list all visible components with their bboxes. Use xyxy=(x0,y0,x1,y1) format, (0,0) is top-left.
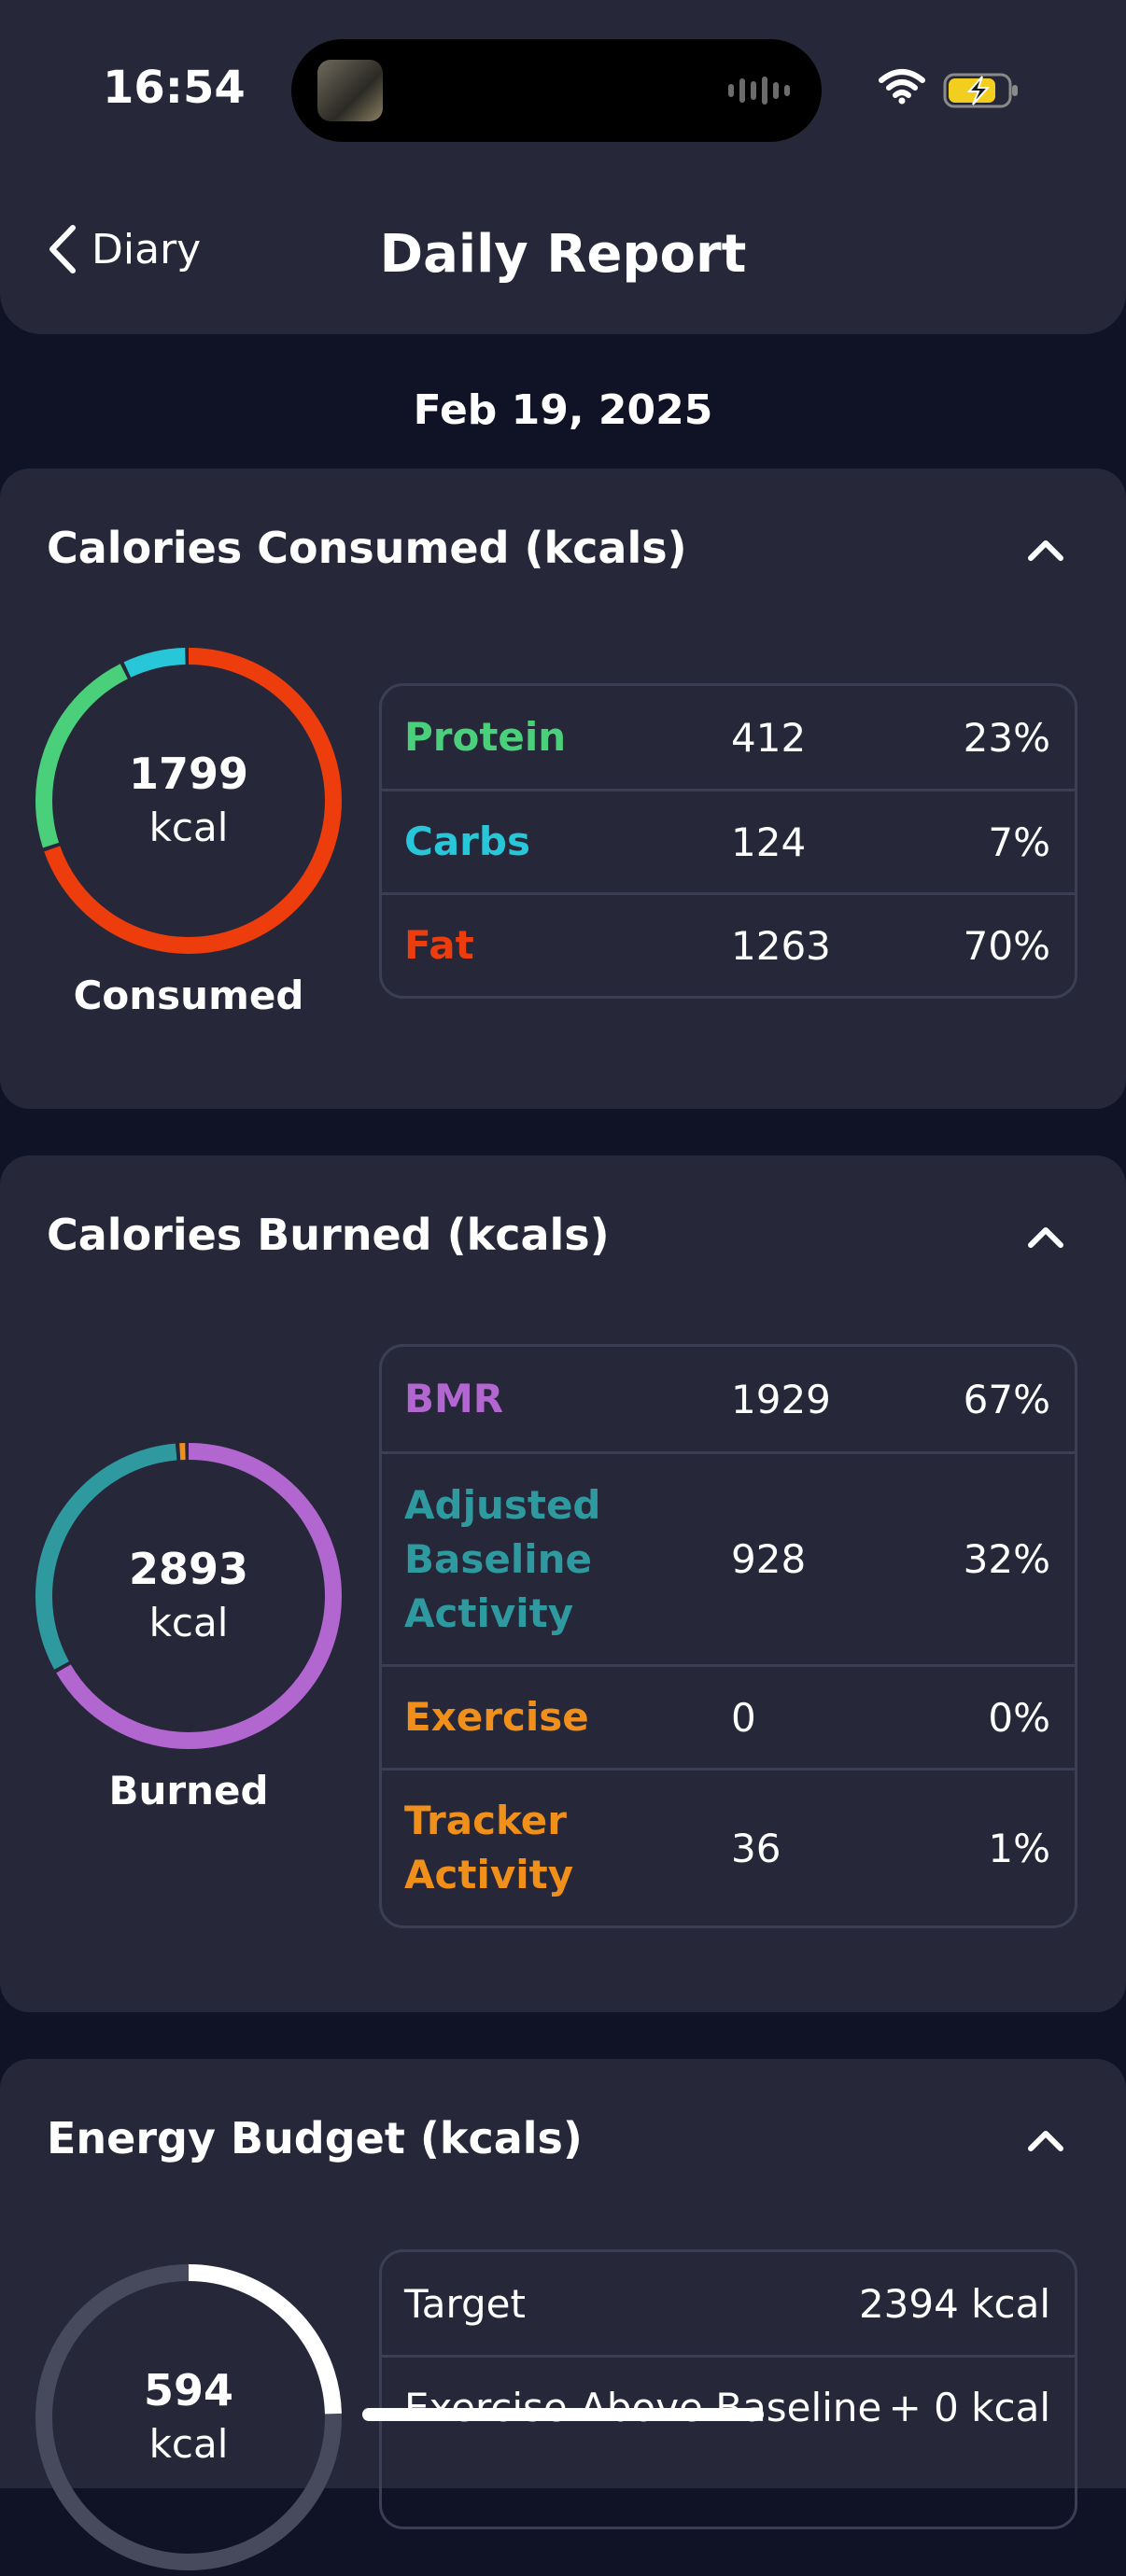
consumed-caption: Consumed xyxy=(73,973,304,1018)
table-row: Protein 412 23% xyxy=(382,686,1075,789)
donut-segment-protein xyxy=(35,648,342,954)
row-value: 124 xyxy=(731,819,807,865)
row-value: 36 xyxy=(731,1825,781,1871)
chevron-up-icon[interactable] xyxy=(1027,1225,1064,1249)
row-percent: 67% xyxy=(963,1376,1050,1422)
row-percent: 32% xyxy=(963,1536,1050,1582)
burned-table: BMR 1929 67% Adjusted Baseline Activity … xyxy=(379,1344,1077,1928)
battery-charging-icon xyxy=(943,73,1018,108)
burned-total: 2893 xyxy=(128,1544,249,1594)
budget-donut-chart: 594 kcal xyxy=(34,2262,344,2572)
row-percent: 7% xyxy=(988,819,1050,865)
donut-segment-bmr xyxy=(35,1443,342,1749)
consumed-unit: kcal xyxy=(148,805,229,850)
row-name: Exercise xyxy=(404,1694,589,1740)
table-row: Exercise Above Baseline + 0 kcal xyxy=(382,2355,1075,2457)
row-value: 1263 xyxy=(731,922,831,969)
burned-donut-chart: 2893 kcal xyxy=(34,1441,344,1751)
calories-burned-card: Calories Burned (kcals) 2893 kcal Burned… xyxy=(0,1155,1126,2012)
wifi-icon xyxy=(879,69,925,105)
card-title: Calories Burned (kcals) xyxy=(47,1210,610,1260)
row-value: 0 xyxy=(731,1694,756,1741)
burned-caption: Burned xyxy=(108,1768,269,1813)
back-button[interactable]: Diary xyxy=(47,224,201,274)
home-indicator[interactable] xyxy=(362,2408,764,2421)
consumed-total: 1799 xyxy=(128,749,249,799)
report-date: Feb 19, 2025 xyxy=(413,386,713,434)
media-thumbnail xyxy=(317,60,383,121)
donut-segment-budget xyxy=(35,2264,342,2570)
row-value: 1929 xyxy=(731,1376,831,1422)
back-label: Diary xyxy=(91,225,202,273)
chevron-up-icon[interactable] xyxy=(1027,538,1064,562)
row-value: + 0 kcal xyxy=(888,2385,1050,2430)
row-percent: 0% xyxy=(988,1694,1050,1741)
burned-unit: kcal xyxy=(148,1600,229,1645)
dynamic-island xyxy=(291,39,822,142)
card-title: Energy Budget (kcals) xyxy=(47,2113,583,2163)
macros-table: Protein 412 23% Carbs 124 7% Fat 1263 70… xyxy=(379,683,1077,999)
row-percent: 1% xyxy=(988,1825,1050,1871)
chevron-left-icon xyxy=(49,225,76,273)
donut-segment-fat xyxy=(35,648,342,954)
row-value: 412 xyxy=(731,714,807,761)
card-title: Calories Consumed (kcals) xyxy=(47,523,687,573)
top-bar: 16:54 Diary Daily Report xyxy=(0,0,1126,334)
table-row: Adjusted Baseline Activity 928 32% xyxy=(382,1451,1075,1664)
budget-table: Target 2394 kcal Exercise Above Baseline… xyxy=(379,2249,1077,2529)
row-value: 928 xyxy=(731,1536,807,1582)
row-name: Exercise Above Baseline xyxy=(404,2385,882,2430)
table-row: Target 2394 kcal xyxy=(382,2252,1075,2355)
audio-waveform-icon xyxy=(728,75,790,106)
budget-total: 594 xyxy=(143,2365,234,2415)
row-name: Fat xyxy=(404,922,474,968)
row-name: Tracker Activity xyxy=(404,1798,574,1897)
donut-segment-adjusted-baseline xyxy=(35,1443,342,1749)
row-percent: 23% xyxy=(963,714,1050,761)
energy-budget-card: Energy Budget (kcals) 594 kcal Target 23… xyxy=(0,2059,1126,2570)
row-value: 2394 kcal xyxy=(858,2280,1050,2327)
row-name: BMR xyxy=(404,1376,504,1421)
table-row: Fat 1263 70% xyxy=(382,892,1075,996)
table-row: Exercise 0 0% xyxy=(382,1664,1075,1768)
status-time: 16:54 xyxy=(103,62,246,114)
budget-unit: kcal xyxy=(148,2421,229,2467)
chevron-up-icon[interactable] xyxy=(1027,2128,1064,2152)
row-percent: 70% xyxy=(963,922,1050,969)
row-name: Protein xyxy=(404,714,567,760)
table-row: Carbs 124 7% xyxy=(382,789,1075,892)
row-name: Target xyxy=(404,2280,526,2327)
table-row: BMR 1929 67% xyxy=(382,1347,1075,1451)
calories-consumed-card: Calories Consumed (kcals) 1799 kcal Cons… xyxy=(0,469,1126,1109)
row-name: Adjusted Baseline Activity xyxy=(404,1481,601,1636)
consumed-donut-chart: 1799 kcal xyxy=(34,646,344,956)
row-name: Carbs xyxy=(404,819,530,864)
table-row: Tracker Activity 36 1% xyxy=(382,1768,1075,1925)
